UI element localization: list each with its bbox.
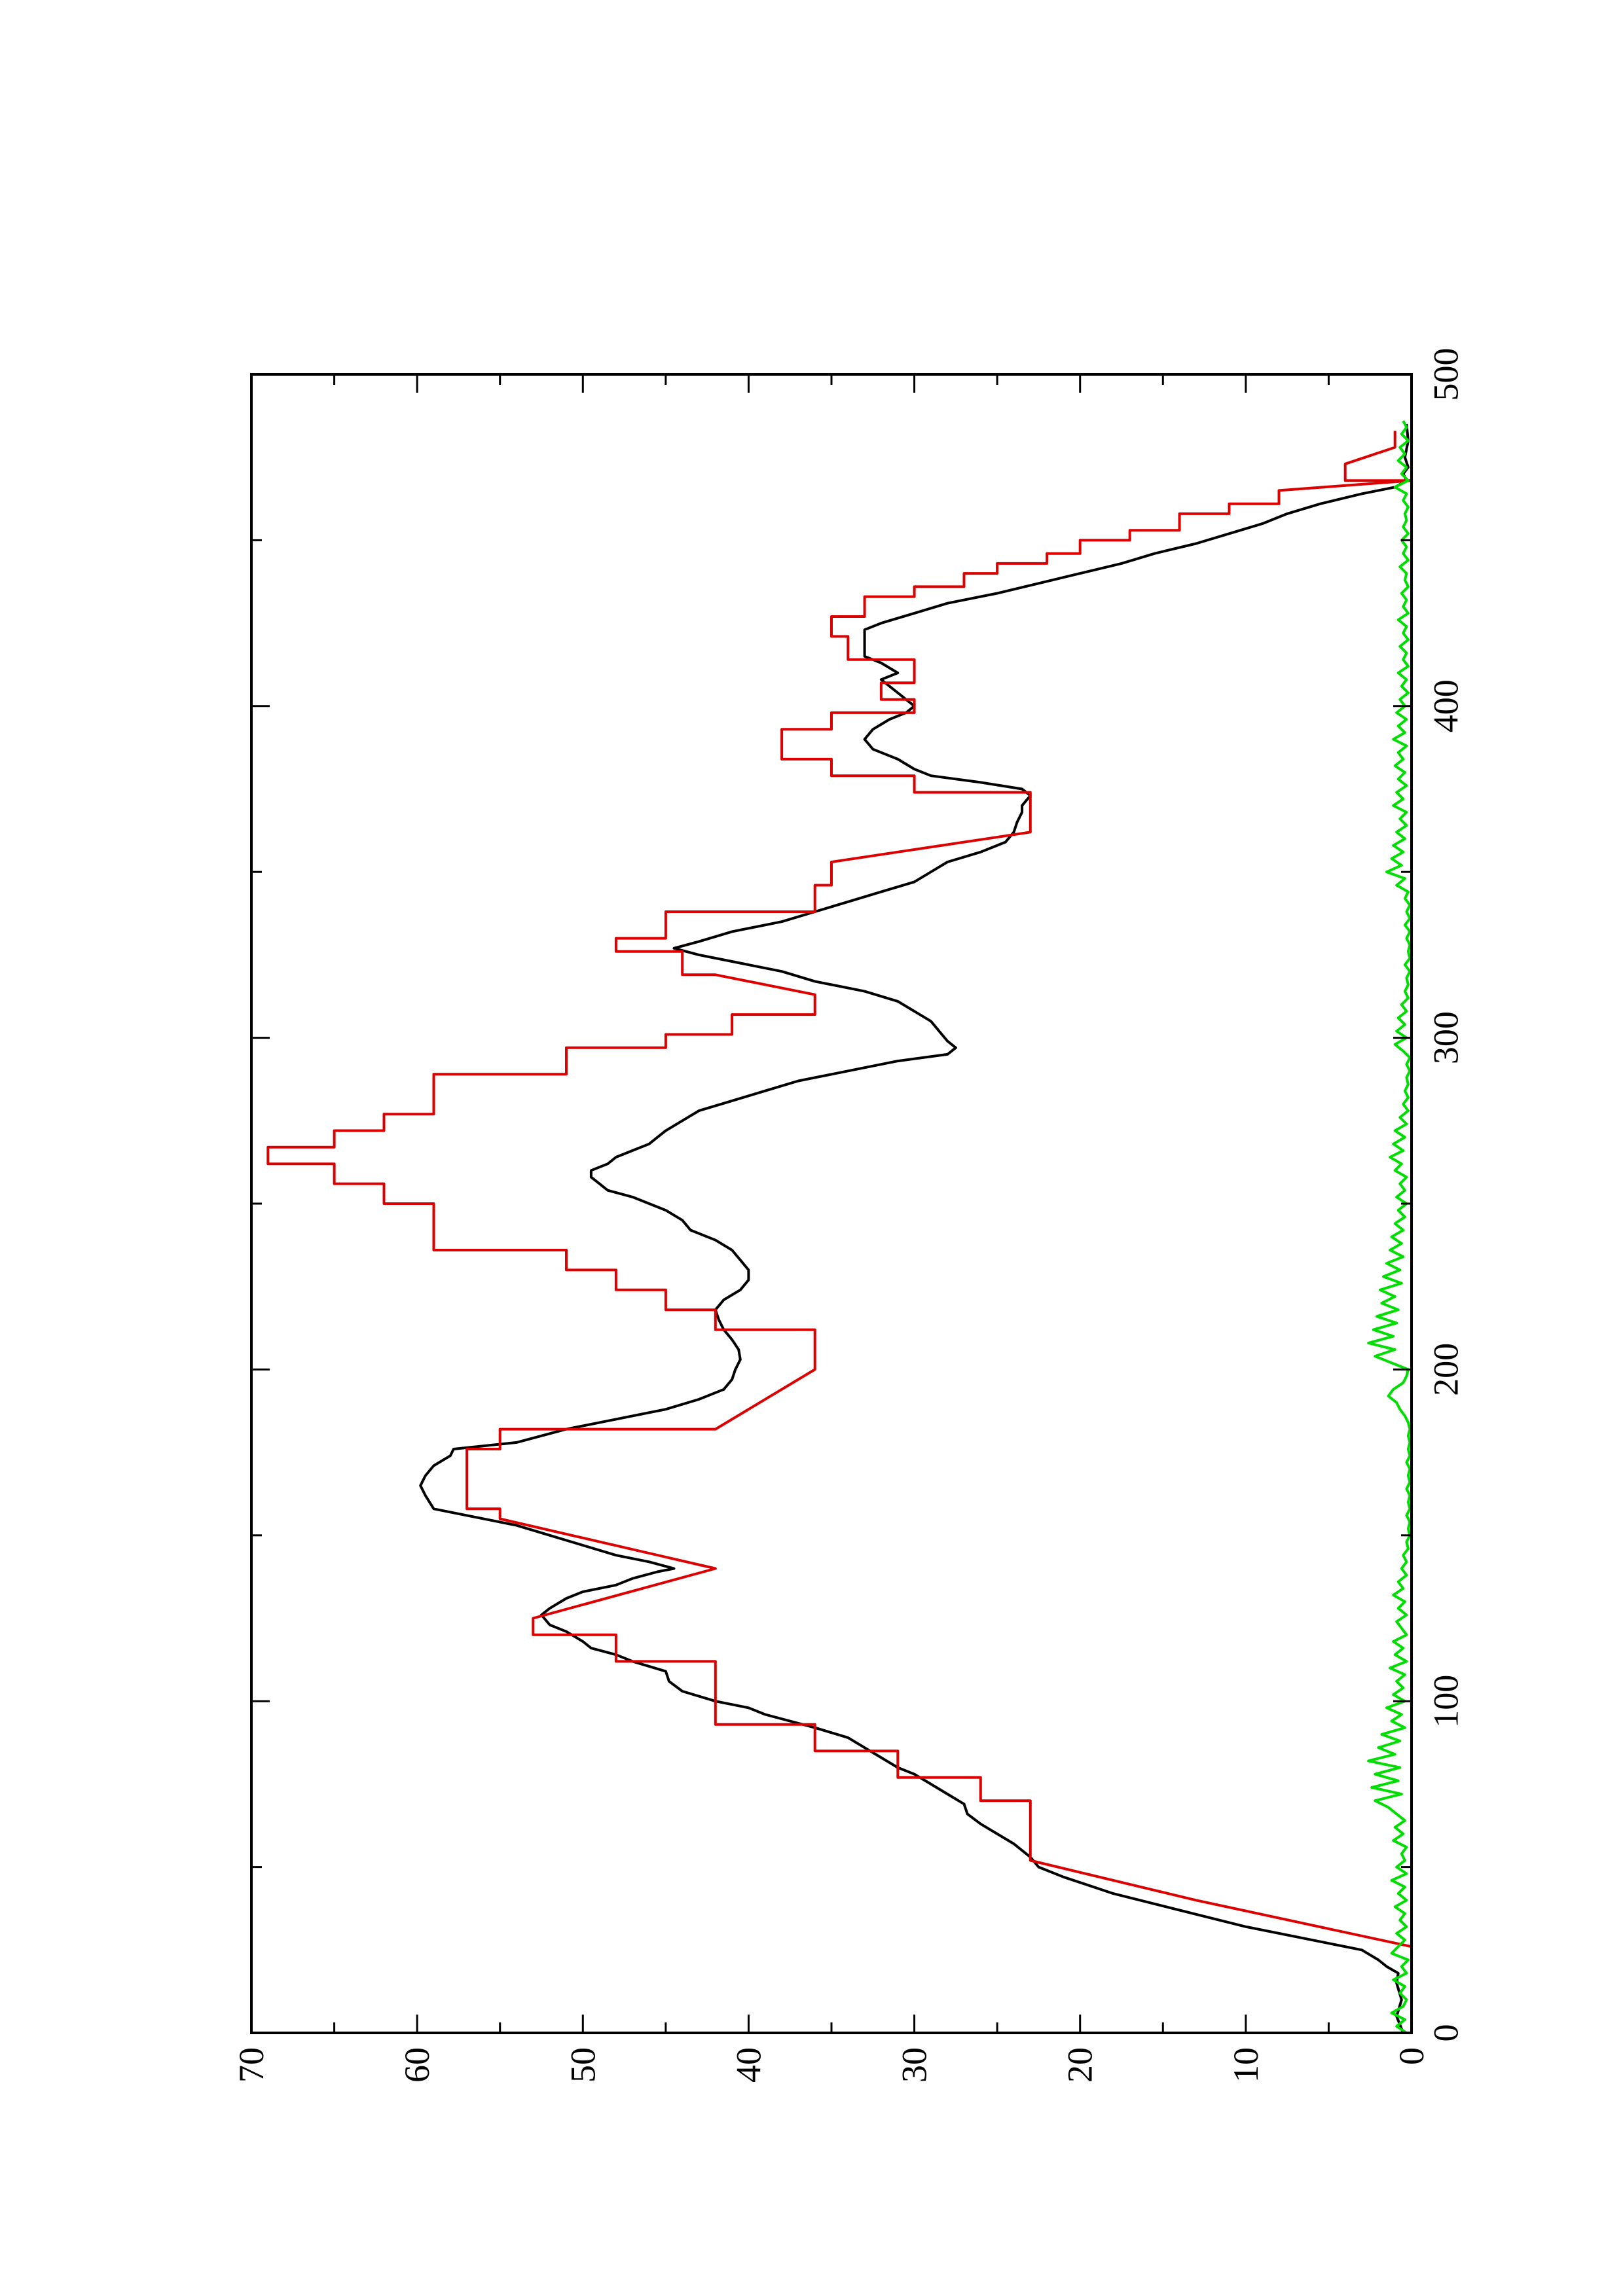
x-tick-labels: 0 100 200 300 400 500 — [1426, 348, 1465, 2042]
y-tick-label: 40 — [729, 2047, 768, 2083]
x-tick-label: 0 — [1426, 2024, 1465, 2042]
x-tick-label: 500 — [1426, 348, 1465, 401]
red-series-line — [266, 431, 1413, 1948]
x-tick-label: 200 — [1426, 1343, 1465, 1396]
y-tick-label: 0 — [1392, 2047, 1431, 2065]
y-tick-label: 10 — [1226, 2047, 1266, 2083]
black-series-line — [419, 423, 1410, 2034]
y-tick-label: 20 — [1061, 2047, 1100, 2083]
y-tick-labels: 0 10 20 30 40 50 60 70 — [232, 2047, 1431, 2083]
y-tick-label: 60 — [397, 2047, 437, 2083]
y-tick-label: 50 — [563, 2047, 602, 2083]
x-tick-label: 300 — [1426, 1011, 1465, 1064]
series-layer — [266, 420, 1413, 2034]
y-tick-label: 70 — [232, 2047, 271, 2083]
y-tick-label: 30 — [895, 2047, 934, 2083]
green-series-line — [1367, 420, 1412, 2034]
plot-frame — [250, 373, 1413, 2034]
x-tick-label: 100 — [1426, 1675, 1465, 1728]
x-tick-label: 400 — [1426, 679, 1465, 732]
